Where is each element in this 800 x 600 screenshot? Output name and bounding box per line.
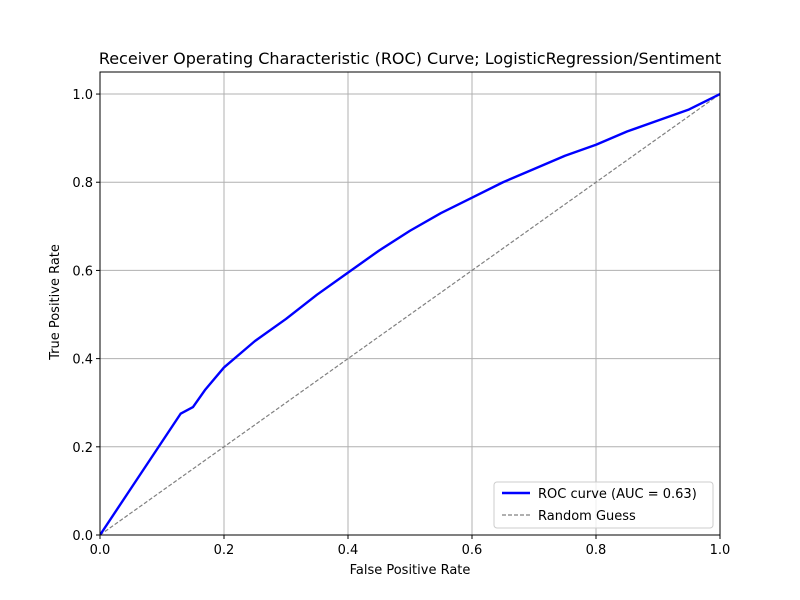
y-tick-label: 0.6 (72, 264, 93, 279)
x-tick-label: 1.0 (710, 543, 731, 558)
legend-box (493, 481, 714, 529)
y-tick-label: 0.2 (72, 441, 93, 456)
roc-curve-line (100, 92, 720, 535)
x-tick-label: 0.4 (338, 543, 359, 558)
legend: ROC curve (AUC = 0.63) Random Guess (493, 481, 714, 529)
x-axis-label: False Positive Rate (350, 563, 471, 578)
chart-title: Receiver Operating Characteristic (ROC) … (99, 49, 721, 68)
y-tick-label: 1.0 (72, 88, 93, 103)
axes-frame (99, 71, 721, 536)
x-tick-label: 0.6 (462, 543, 483, 558)
legend-label-roc: ROC curve (AUC = 0.63) (538, 487, 697, 502)
y-tick-label: 0.4 (72, 353, 93, 368)
plot-layer (100, 92, 720, 535)
x-tick-label: 0.8 (586, 543, 607, 558)
x-tick-label: 0.0 (90, 543, 111, 558)
legend-label-random: Random Guess (538, 509, 636, 524)
x-tick-label: 0.2 (214, 543, 235, 558)
y-axis-label: True Positive Rate (48, 244, 63, 361)
tick-layer: 0.0 0.2 0.4 0.6 0.8 1.0 0.0 0.2 0.4 0.6 0.8 1.0 (72, 88, 730, 558)
random-guess-line (100, 93, 720, 535)
y-tick-label: 0.0 (72, 529, 93, 544)
grid-layer (100, 72, 720, 535)
y-tick-label: 0.8 (72, 176, 93, 191)
